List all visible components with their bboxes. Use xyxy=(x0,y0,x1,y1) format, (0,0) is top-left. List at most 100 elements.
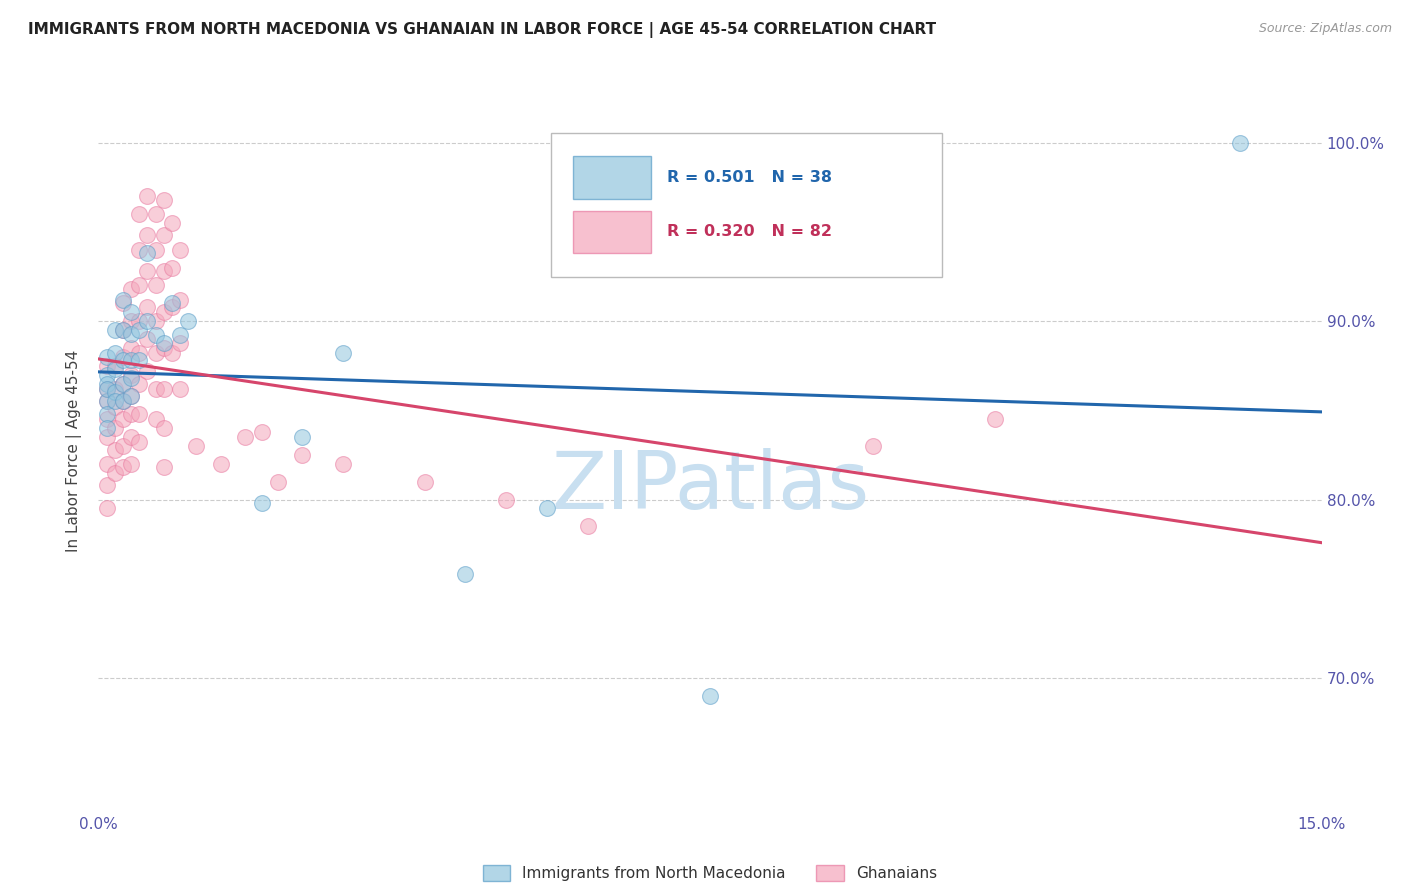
Point xyxy=(233,430,256,444)
Point xyxy=(152,264,174,278)
Point xyxy=(145,207,167,221)
Point xyxy=(576,519,599,533)
Point xyxy=(111,376,134,391)
Point xyxy=(128,376,150,391)
Point xyxy=(104,323,127,337)
Point xyxy=(128,323,150,337)
Point xyxy=(128,278,150,293)
Point xyxy=(96,478,118,492)
Point xyxy=(128,407,150,421)
Point xyxy=(145,382,167,396)
Point xyxy=(104,346,127,360)
Point xyxy=(104,382,127,396)
Point xyxy=(120,389,142,403)
Point xyxy=(96,421,118,435)
Point xyxy=(160,260,183,275)
Point xyxy=(111,394,134,409)
Point xyxy=(128,243,150,257)
Point xyxy=(104,385,127,400)
Point xyxy=(250,496,273,510)
Point xyxy=(120,314,142,328)
Point xyxy=(862,439,884,453)
Point xyxy=(96,359,118,373)
Y-axis label: In Labor Force | Age 45-54: In Labor Force | Age 45-54 xyxy=(66,350,83,551)
Point xyxy=(120,430,142,444)
Point xyxy=(1229,136,1251,150)
Point xyxy=(177,314,200,328)
Point xyxy=(136,300,159,314)
Point xyxy=(104,362,127,376)
Point xyxy=(136,246,159,260)
FancyBboxPatch shape xyxy=(574,156,651,199)
Point xyxy=(120,341,142,355)
Point xyxy=(169,243,191,257)
Point xyxy=(145,314,167,328)
Point xyxy=(96,407,118,421)
Point xyxy=(332,457,354,471)
Point xyxy=(160,346,183,360)
Point xyxy=(152,335,174,350)
Point xyxy=(169,335,191,350)
Point xyxy=(145,328,167,343)
Point xyxy=(96,376,118,391)
Point xyxy=(152,382,174,396)
Point xyxy=(136,364,159,378)
Point xyxy=(145,346,167,360)
Point xyxy=(128,353,150,368)
Text: R = 0.320   N = 82: R = 0.320 N = 82 xyxy=(668,224,832,239)
Point xyxy=(120,371,142,385)
Point xyxy=(111,412,134,426)
Point xyxy=(152,421,174,435)
Point xyxy=(136,228,159,243)
Point xyxy=(145,412,167,426)
Point xyxy=(111,353,134,368)
Text: IMMIGRANTS FROM NORTH MACEDONIA VS GHANAIAN IN LABOR FORCE | AGE 45-54 CORRELATI: IMMIGRANTS FROM NORTH MACEDONIA VS GHANA… xyxy=(28,22,936,38)
Point xyxy=(120,457,142,471)
Point xyxy=(111,323,134,337)
Point xyxy=(536,501,558,516)
Text: ZIPatlas: ZIPatlas xyxy=(551,448,869,525)
Point xyxy=(111,439,134,453)
Point xyxy=(209,457,232,471)
Point xyxy=(152,341,174,355)
Point xyxy=(128,207,150,221)
Point xyxy=(104,421,127,435)
Point xyxy=(152,193,174,207)
Point xyxy=(96,412,118,426)
Point xyxy=(128,435,150,450)
Point xyxy=(145,243,167,257)
Point xyxy=(111,460,134,475)
Point xyxy=(120,282,142,296)
Point xyxy=(160,216,183,230)
Point xyxy=(96,350,118,364)
Point xyxy=(267,475,290,489)
Point xyxy=(169,382,191,396)
Point xyxy=(111,323,134,337)
Point xyxy=(104,442,127,457)
Point xyxy=(186,439,208,453)
Point xyxy=(160,300,183,314)
Point xyxy=(169,293,191,307)
Point xyxy=(152,460,174,475)
Text: Source: ZipAtlas.com: Source: ZipAtlas.com xyxy=(1258,22,1392,36)
Point xyxy=(111,350,134,364)
Point xyxy=(96,394,118,409)
Point xyxy=(104,466,127,480)
Point xyxy=(984,412,1007,426)
Point xyxy=(120,305,142,319)
Point xyxy=(111,293,134,307)
Point xyxy=(250,425,273,439)
Point xyxy=(169,328,191,343)
Point xyxy=(96,368,118,382)
Point xyxy=(291,430,314,444)
Point xyxy=(120,368,142,382)
Point xyxy=(136,264,159,278)
Point xyxy=(699,689,721,703)
Point xyxy=(136,314,159,328)
Point xyxy=(128,346,150,360)
FancyBboxPatch shape xyxy=(574,211,651,253)
Legend: Immigrants from North Macedonia, Ghanaians: Immigrants from North Macedonia, Ghanaia… xyxy=(477,859,943,888)
Point xyxy=(120,389,142,403)
Point xyxy=(96,394,118,409)
Point xyxy=(332,346,354,360)
